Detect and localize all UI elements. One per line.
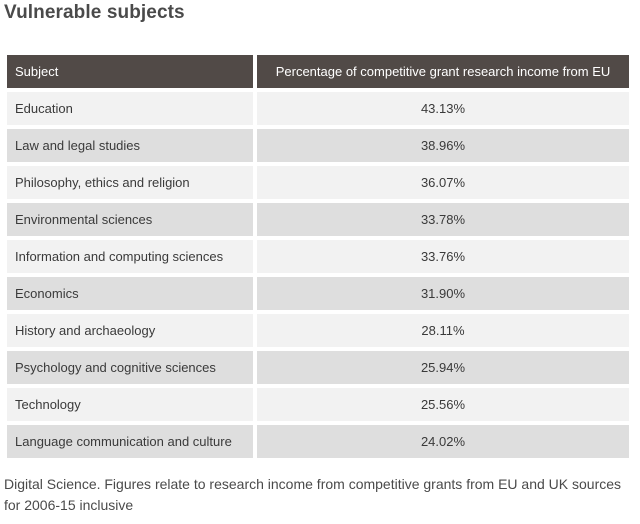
percentage-cell: 28.11% [257, 314, 629, 347]
table-row: Philosophy, ethics and religion 36.07% [7, 166, 629, 199]
subject-cell: Economics [7, 277, 253, 310]
table-row: History and archaeology 28.11% [7, 314, 629, 347]
percentage-cell: 25.94% [257, 351, 629, 384]
table-row: Psychology and cognitive sciences 25.94% [7, 351, 629, 384]
source-caption: Digital Science. Figures relate to resea… [4, 476, 622, 513]
subject-cell: Law and legal studies [7, 129, 253, 162]
data-table: Subject Percentage of competitive grant … [7, 55, 629, 462]
subject-cell: Education [7, 92, 253, 125]
percentage-cell: 25.56% [257, 388, 629, 421]
subject-cell: Psychology and cognitive sciences [7, 351, 253, 384]
percentage-cell: 31.90% [257, 277, 629, 310]
header-subject: Subject [7, 55, 253, 88]
subject-cell: Technology [7, 388, 253, 421]
subject-cell: Information and computing sciences [7, 240, 253, 273]
table-row: Information and computing sciences 33.76… [7, 240, 629, 273]
percentage-cell: 43.13% [257, 92, 629, 125]
percentage-cell: 33.78% [257, 203, 629, 236]
table-row: Education 43.13% [7, 92, 629, 125]
percentage-cell: 38.96% [257, 129, 629, 162]
table-row: Law and legal studies 38.96% [7, 129, 629, 162]
table-header-row: Subject Percentage of competitive grant … [7, 55, 629, 88]
page-title: Vulnerable subjects [4, 2, 185, 23]
table-row: Environmental sciences 33.78% [7, 203, 629, 236]
table-row: Economics 31.90% [7, 277, 629, 310]
subject-cell: History and archaeology [7, 314, 253, 347]
percentage-cell: 36.07% [257, 166, 629, 199]
subject-cell: Philosophy, ethics and religion [7, 166, 253, 199]
subject-cell: Environmental sciences [7, 203, 253, 236]
table-row: Technology 25.56% [7, 388, 629, 421]
table-row: Language communication and culture 24.02… [7, 425, 629, 458]
subject-cell: Language communication and culture [7, 425, 253, 458]
percentage-cell: 24.02% [257, 425, 629, 458]
percentage-cell: 33.76% [257, 240, 629, 273]
header-percentage: Percentage of competitive grant research… [257, 55, 629, 88]
